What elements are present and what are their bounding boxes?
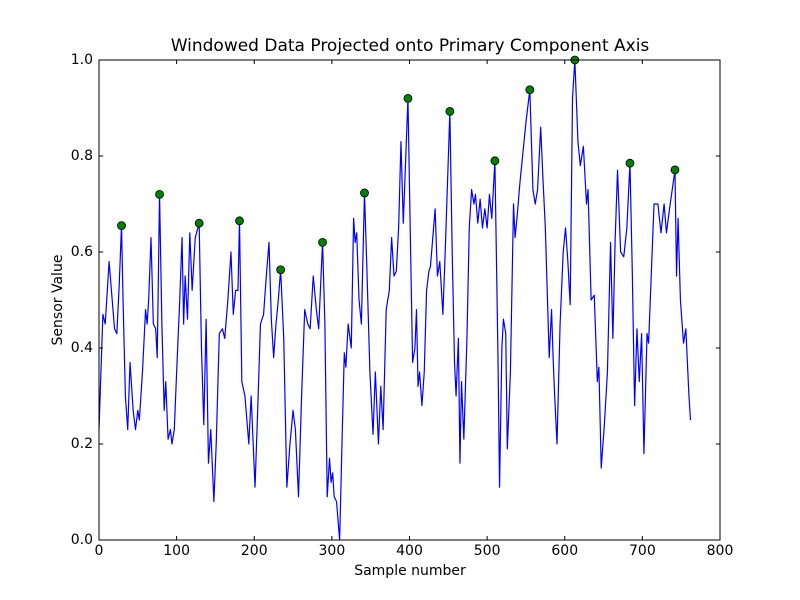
peak-marker — [360, 188, 369, 198]
x-tick-label: 500 — [474, 543, 501, 559]
peak-marker — [625, 158, 635, 168]
y-tick-label: 0.2 — [71, 436, 93, 452]
x-tick-label: 200 — [241, 543, 268, 559]
chart-title: Windowed Data Projected onto Primary Com… — [171, 36, 650, 56]
peak-marker — [403, 94, 413, 103]
y-axis-label: Sensor Value — [50, 255, 66, 346]
x-tick-label: 800 — [707, 543, 734, 559]
peak-marker — [155, 189, 164, 199]
x-tick-label: 600 — [551, 543, 578, 559]
peak-marker — [276, 265, 286, 275]
peak-marker — [445, 106, 455, 116]
y-tick-label: 0.6 — [71, 244, 93, 260]
peak-marker — [194, 218, 204, 228]
y-tick-label: 0.4 — [71, 340, 93, 356]
x-tick-label: 0 — [95, 543, 104, 559]
y-tick-label: 1.0 — [71, 52, 93, 68]
x-tick-label: 400 — [396, 543, 423, 559]
peak-marker — [117, 221, 126, 231]
x-tick-label: 300 — [319, 543, 346, 559]
x-tick-label: 700 — [629, 543, 656, 559]
y-tick-label: 0.8 — [71, 148, 93, 164]
y-tick-label: 0.0 — [71, 532, 93, 548]
peak-marker — [318, 237, 327, 247]
x-axis-label: Sample number — [354, 563, 466, 579]
x-tick-label: 100 — [163, 543, 190, 559]
peak-marker — [670, 165, 680, 175]
peak-marker — [235, 216, 244, 226]
peak-marker — [490, 156, 500, 166]
data-line — [98, 59, 692, 541]
peak-marker — [525, 85, 535, 95]
